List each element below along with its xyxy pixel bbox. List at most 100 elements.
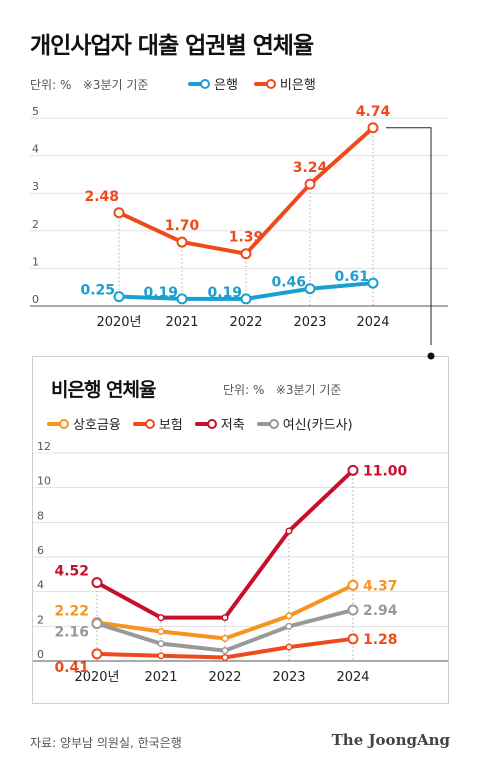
unit-label-2: 단위: %: [223, 383, 265, 397]
legend-item: 보험: [132, 414, 183, 433]
data-point: [285, 527, 293, 535]
x-tick-label: 2022: [208, 670, 241, 685]
data-label: 0.61: [334, 269, 369, 285]
legend-label: 여신(카드사): [282, 418, 353, 433]
y-tick-label: 6: [37, 544, 44, 557]
y-tick-label: 12: [37, 440, 51, 453]
legend-swatch-icon: [253, 78, 276, 89]
legend-label: 저축: [220, 418, 245, 433]
data-point: [157, 652, 165, 660]
data-label: 4.74: [356, 104, 391, 120]
legend-label: 은행: [214, 78, 238, 93]
data-point: [91, 577, 103, 589]
legend-item: 은행: [188, 74, 238, 93]
data-label: 2.94: [363, 603, 398, 619]
data-label: 0.41: [54, 660, 89, 676]
data-label: 2.22: [54, 604, 89, 620]
data-point: [304, 283, 316, 295]
unit-note-2: 단위: % ※3분기 기준: [223, 381, 341, 398]
data-label: 2.16: [54, 625, 89, 641]
page-title: 개인사업자 대출 업권별 연체율: [30, 33, 314, 59]
data-point: [157, 614, 165, 622]
y-tick-label: 10: [37, 475, 51, 488]
data-point: [240, 248, 252, 260]
x-tick-label: 2023: [272, 670, 305, 685]
data-point: [157, 627, 165, 636]
legend-swatch-icon: [256, 418, 279, 429]
y-tick-label: 3: [32, 180, 39, 193]
legend-swatch-icon: [47, 418, 69, 429]
data-label: 0.46: [271, 275, 306, 291]
unit-label: 단위: %: [30, 78, 72, 92]
y-tick-label: 2: [32, 218, 39, 231]
x-tick-label: 2024: [356, 315, 389, 330]
legend-swatch-icon: [194, 418, 217, 429]
data-point: [304, 178, 316, 190]
data-point: [91, 618, 103, 630]
data-label: 1.39: [229, 230, 264, 246]
x-tick-label: 2020년: [74, 670, 119, 685]
data-label: 4.52: [54, 564, 89, 580]
data-point: [347, 633, 359, 645]
y-tick-label: 2: [37, 613, 44, 626]
y-tick-label: 5: [32, 105, 39, 118]
data-label: 2.48: [84, 189, 119, 205]
data-label: 0.19: [143, 285, 178, 301]
data-label: 0.19: [207, 285, 242, 301]
source-note: 자료: 양부남 의원실, 한국은행: [30, 736, 182, 750]
data-point: [347, 464, 359, 476]
data-point: [367, 277, 379, 289]
data-label: 3.24: [293, 160, 328, 176]
chart2-plot: 0 2 4 6 8 10 12 2020년 2021 2022 2023 2024 2.22 4.37 0.…: [33, 440, 448, 685]
series-line: [95, 468, 355, 620]
x-tick-label: 2022: [229, 315, 262, 330]
x-tick-label: 2021: [144, 670, 177, 685]
x-tick-label: 2023: [293, 315, 326, 330]
y-tick-label: 4: [37, 579, 44, 592]
basis-note-2: ※3분기 기준: [275, 383, 342, 397]
legend-item: 저축: [194, 414, 245, 433]
legend-label: 보험: [158, 418, 183, 433]
data-point: [240, 293, 252, 305]
x-tick-label: 2024: [336, 670, 369, 685]
data-point: [221, 647, 229, 655]
data-point: [285, 622, 293, 630]
legend-label: 상호금융: [73, 418, 121, 433]
chart1-legend: 은행 비은행: [188, 74, 316, 93]
chart2-legend: 상호금융 보험 저축 여신(카드사): [47, 414, 353, 433]
y-tick-label: 0: [32, 293, 39, 306]
chart1-plot: 0 1 2 3 4 5 2020년 2021 2022 2023 2024 0.25 0.19 0.19 0…: [30, 104, 448, 345]
data-point: [221, 634, 229, 643]
data-label: 11.00: [363, 463, 408, 479]
data-point: [91, 648, 103, 660]
data-point: [157, 640, 165, 648]
unit-note-1: 단위: % ※3분기 기준: [30, 76, 148, 93]
data-point: [176, 293, 188, 305]
data-point: [113, 291, 125, 303]
data-label: 1.28: [363, 632, 398, 648]
data-point: [367, 122, 379, 134]
y-tick-label: 4: [32, 143, 39, 156]
data-label: 0.25: [80, 283, 115, 299]
brand-logo: The JoongAng: [331, 731, 450, 749]
legend-swatch-icon: [188, 78, 210, 89]
legend-item: 여신(카드사): [256, 414, 353, 433]
data-point: [221, 614, 229, 622]
x-tick-label: 2020년: [96, 315, 141, 330]
panel-title: 비은행 연체율: [51, 379, 156, 401]
legend-item: 비은행: [253, 74, 316, 93]
y-tick-label: 1: [32, 255, 39, 268]
data-point: [285, 612, 293, 620]
x-tick-label: 2021: [165, 315, 198, 330]
legend-label: 비은행: [279, 78, 316, 93]
data-point: [285, 643, 293, 651]
data-point: [176, 236, 188, 248]
legend-swatch-icon: [132, 418, 155, 429]
legend-item: 상호금융: [47, 414, 121, 433]
data-label: 1.70: [165, 218, 200, 234]
data-point: [347, 579, 359, 591]
y-tick-label: 8: [37, 509, 44, 522]
y-tick-label: 0: [37, 648, 44, 661]
data-point: [113, 207, 125, 219]
